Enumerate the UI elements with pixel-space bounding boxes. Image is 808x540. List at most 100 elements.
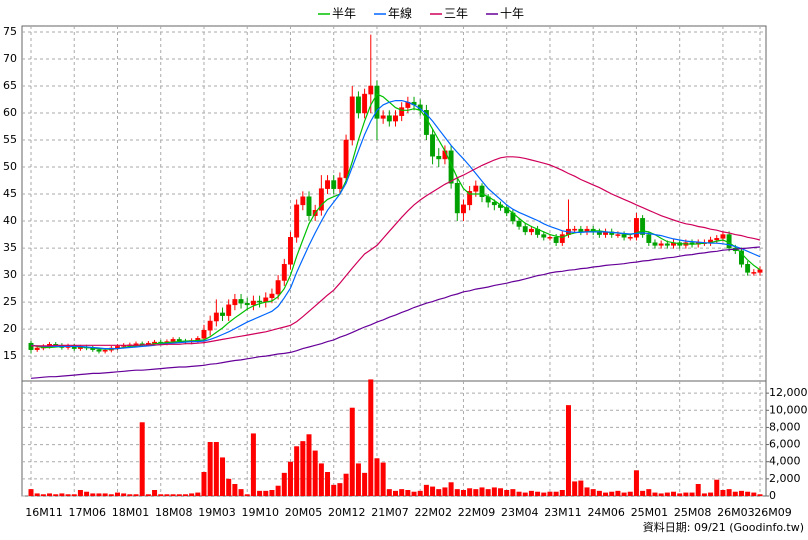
ma-line [30, 100, 761, 350]
volume-tick-label: 4,000 [769, 455, 801, 468]
candle-body [646, 234, 652, 243]
volume-bar [164, 494, 170, 496]
volume-bar [318, 463, 324, 496]
volume-bar [349, 407, 355, 496]
y-tick-label: 30 [3, 268, 17, 281]
volume-bar [541, 492, 547, 496]
volume-bar [677, 493, 683, 496]
candle-body [362, 93, 368, 114]
volume-tick-label: 10,000 [769, 403, 808, 416]
volume-bar [658, 493, 664, 496]
volume-bar [757, 494, 763, 496]
ma-line [31, 156, 761, 347]
volume-bar [362, 472, 368, 496]
y-tick-label: 15 [3, 349, 17, 362]
candle-body [300, 196, 306, 206]
candle-body [627, 237, 633, 239]
volume-bar [732, 491, 738, 496]
candle-body [331, 180, 337, 189]
y-tick-label: 40 [3, 214, 17, 227]
y-tick-label: 65 [3, 79, 17, 92]
volume-bar [250, 433, 256, 496]
candle-body [275, 280, 281, 295]
volume-bar [207, 442, 213, 496]
candle-body [386, 115, 392, 122]
volume-bar [510, 489, 516, 496]
x-tick-label: 24M06 [587, 506, 625, 519]
x-tick-label: 25M01 [631, 506, 669, 519]
y-tick-label: 50 [3, 160, 17, 173]
volume-bar [238, 489, 244, 496]
volume-bar [473, 489, 479, 496]
x-tick-label: 19M10 [241, 506, 279, 519]
volume-bar [331, 484, 337, 496]
volume-bar [547, 491, 553, 496]
candle-body [615, 234, 621, 236]
y-tick-label: 20 [3, 322, 17, 335]
volume-bar [269, 490, 275, 496]
volume-bar [535, 491, 541, 496]
volume-bar [263, 490, 269, 496]
candle-body [355, 96, 361, 114]
x-tick-label: 18M01 [112, 506, 150, 519]
volume-tick-label: 2,000 [769, 472, 801, 485]
volume-bar [53, 494, 59, 496]
volume-bar [603, 492, 609, 496]
volume-bar [553, 491, 559, 496]
volume-bar [220, 457, 226, 496]
volume-bar [189, 493, 195, 496]
candle-body [176, 339, 182, 342]
volume-bar [609, 491, 615, 496]
volume-bar [71, 494, 77, 496]
volume-bar [504, 490, 510, 496]
x-tick-label: 26M03 [717, 506, 755, 519]
candle-body [257, 300, 263, 303]
candle-body [220, 312, 225, 316]
candle-body [547, 237, 553, 239]
volume-tick-label: 12,000 [769, 386, 808, 399]
candle-body [714, 238, 720, 241]
x-tick-label: 18M08 [155, 506, 193, 519]
candle-body [34, 347, 40, 350]
volume-bar [152, 490, 158, 496]
footer: 資料日期: 09/21 (Goodinfo.tw) [643, 520, 804, 534]
x-tick-label: 16M11 [25, 506, 63, 519]
volume-bar [77, 490, 83, 496]
volume-bar [720, 490, 726, 496]
marks [28, 34, 763, 496]
candle-body [491, 201, 497, 206]
x-tick-label: 22M02 [414, 506, 452, 519]
volume-bar [84, 491, 90, 496]
volume-bar [226, 478, 232, 496]
volume-bar [139, 422, 145, 496]
volume-bar [448, 482, 454, 496]
volume-bar [460, 490, 466, 496]
x-tick-label: 23M11 [544, 506, 582, 519]
candle-body [288, 237, 293, 265]
y-tick-label: 55 [3, 133, 17, 146]
candle-body [516, 220, 522, 227]
ma-line [30, 93, 761, 350]
candle-body [664, 243, 670, 246]
candle-body [337, 177, 343, 189]
candle-body [461, 204, 466, 214]
volume-bar [738, 490, 744, 496]
candle-body [250, 300, 256, 306]
volume-bar [417, 490, 423, 496]
labels: 15 20 25 30 35 40 45 50 55 60 65 70 75 0 2,000 4,000 6,0… [3, 6, 808, 520]
volume-bar [522, 492, 528, 496]
candle-body [621, 234, 627, 238]
volume-tick-label: 0 [769, 489, 776, 502]
x-tick-label: 23M04 [501, 506, 539, 519]
x-tick-label: 17M06 [68, 506, 106, 519]
volume-bar [578, 480, 584, 496]
volume-bar [244, 494, 250, 496]
volume-bar [708, 492, 714, 496]
volume-bar [745, 491, 751, 496]
legend-label: 年線 [388, 6, 412, 21]
volume-bar [467, 488, 473, 496]
volume-bar [374, 458, 380, 496]
x-tick-label: 26M09 [754, 506, 792, 519]
candle-body [745, 264, 751, 273]
legend-label: 十年 [500, 7, 524, 21]
